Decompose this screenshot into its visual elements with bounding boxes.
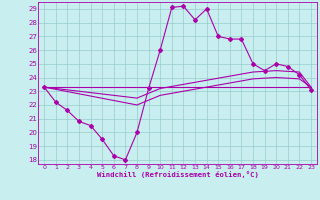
- X-axis label: Windchill (Refroidissement éolien,°C): Windchill (Refroidissement éolien,°C): [97, 171, 259, 178]
